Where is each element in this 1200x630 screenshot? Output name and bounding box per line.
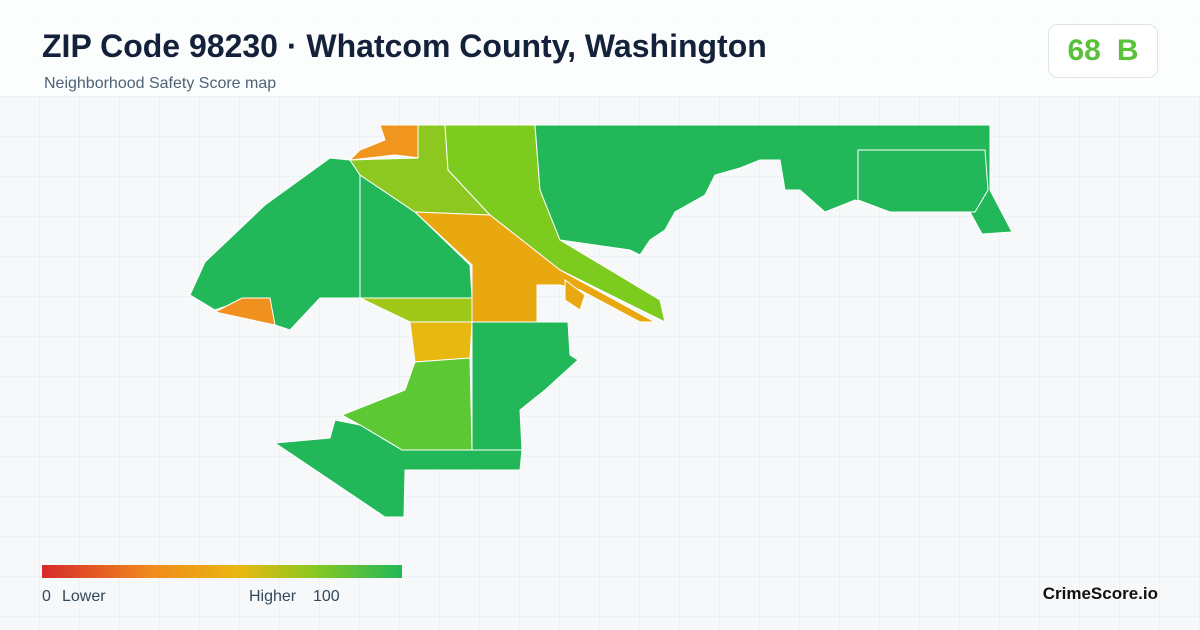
region <box>213 297 276 326</box>
region <box>409 321 473 363</box>
brand: CrimeScore.io <box>1042 584 1158 603</box>
regions <box>189 124 1013 518</box>
region <box>273 419 523 518</box>
subtitle: Neighborhood Safety Score map <box>44 75 277 92</box>
score-value: 68 <box>1067 34 1101 67</box>
legend-scale <box>42 565 402 578</box>
legend-max: 100 <box>313 588 340 605</box>
legend-min-label: Lower <box>62 588 106 605</box>
region <box>857 149 989 213</box>
title: ZIP Code 98230 · Whatcom County, Washing… <box>42 28 767 64</box>
header-bg <box>0 0 1200 96</box>
score-grade: B <box>1116 34 1139 67</box>
legend-min: 0 <box>42 588 51 605</box>
score-badge: 68 B <box>1048 24 1158 78</box>
region <box>564 279 586 311</box>
legend-max-label: Higher <box>249 588 297 605</box>
